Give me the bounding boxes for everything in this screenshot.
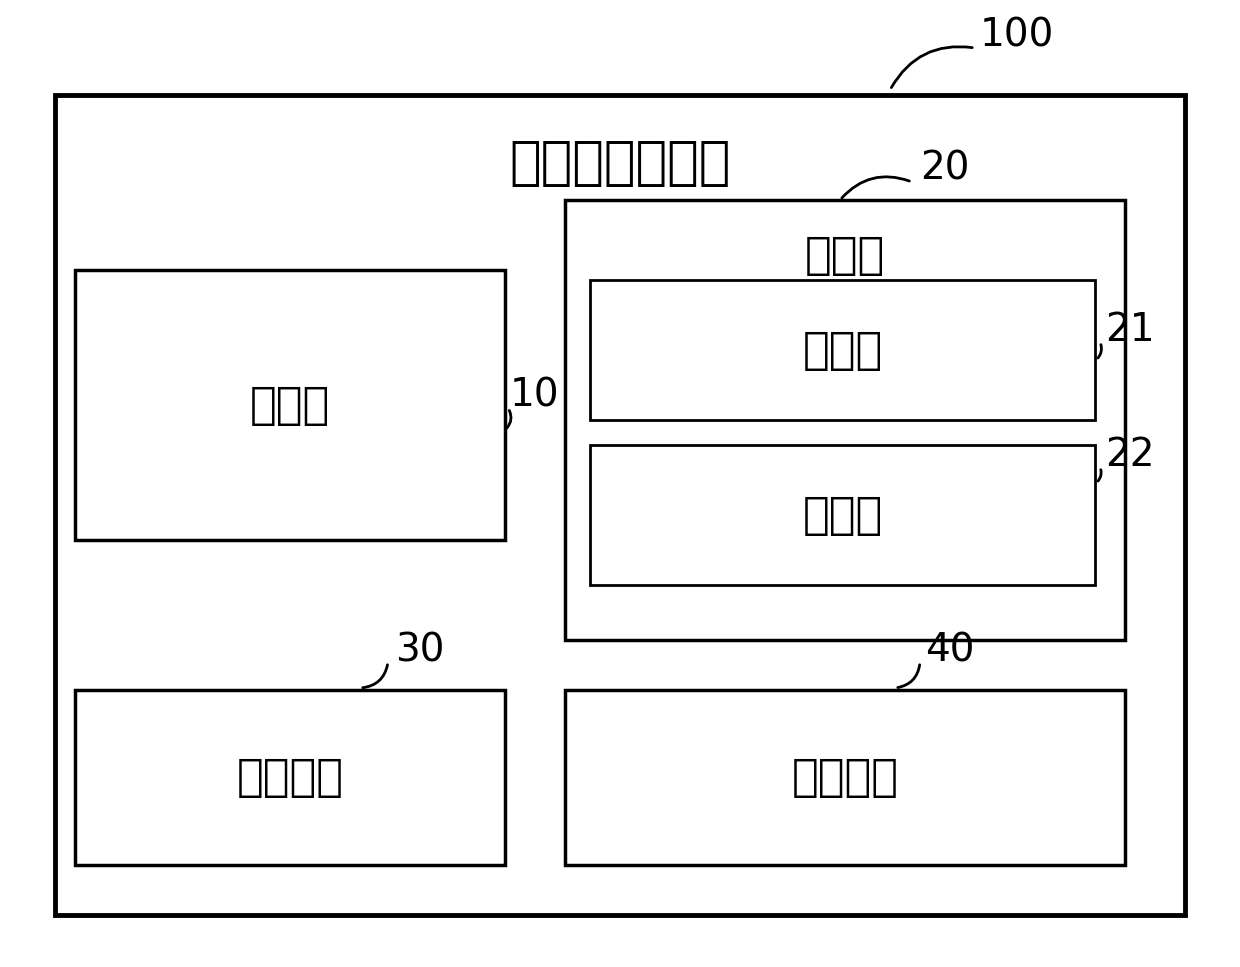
Bar <box>590 445 1095 585</box>
Bar <box>565 690 1125 865</box>
Bar <box>565 200 1125 640</box>
Text: 21: 21 <box>1105 311 1154 349</box>
Bar <box>74 690 505 865</box>
Text: 接收器: 接收器 <box>802 493 883 537</box>
Text: 100: 100 <box>980 16 1054 54</box>
Text: 10: 10 <box>510 376 559 414</box>
Bar <box>590 280 1095 420</box>
Text: 传感器: 传感器 <box>805 233 885 277</box>
Text: 发射器: 发射器 <box>802 329 883 371</box>
Text: 耳机装置: 耳机装置 <box>791 756 899 799</box>
Bar <box>55 95 1185 915</box>
Text: 20: 20 <box>920 149 970 187</box>
Bar <box>74 270 505 540</box>
Text: 显示装置: 显示装置 <box>237 756 343 799</box>
Text: 22: 22 <box>1105 436 1154 474</box>
Text: 40: 40 <box>925 631 975 669</box>
Text: 处理器: 处理器 <box>250 384 330 426</box>
Text: 30: 30 <box>396 631 444 669</box>
Text: 头戴式显示设备: 头戴式显示设备 <box>510 137 730 189</box>
